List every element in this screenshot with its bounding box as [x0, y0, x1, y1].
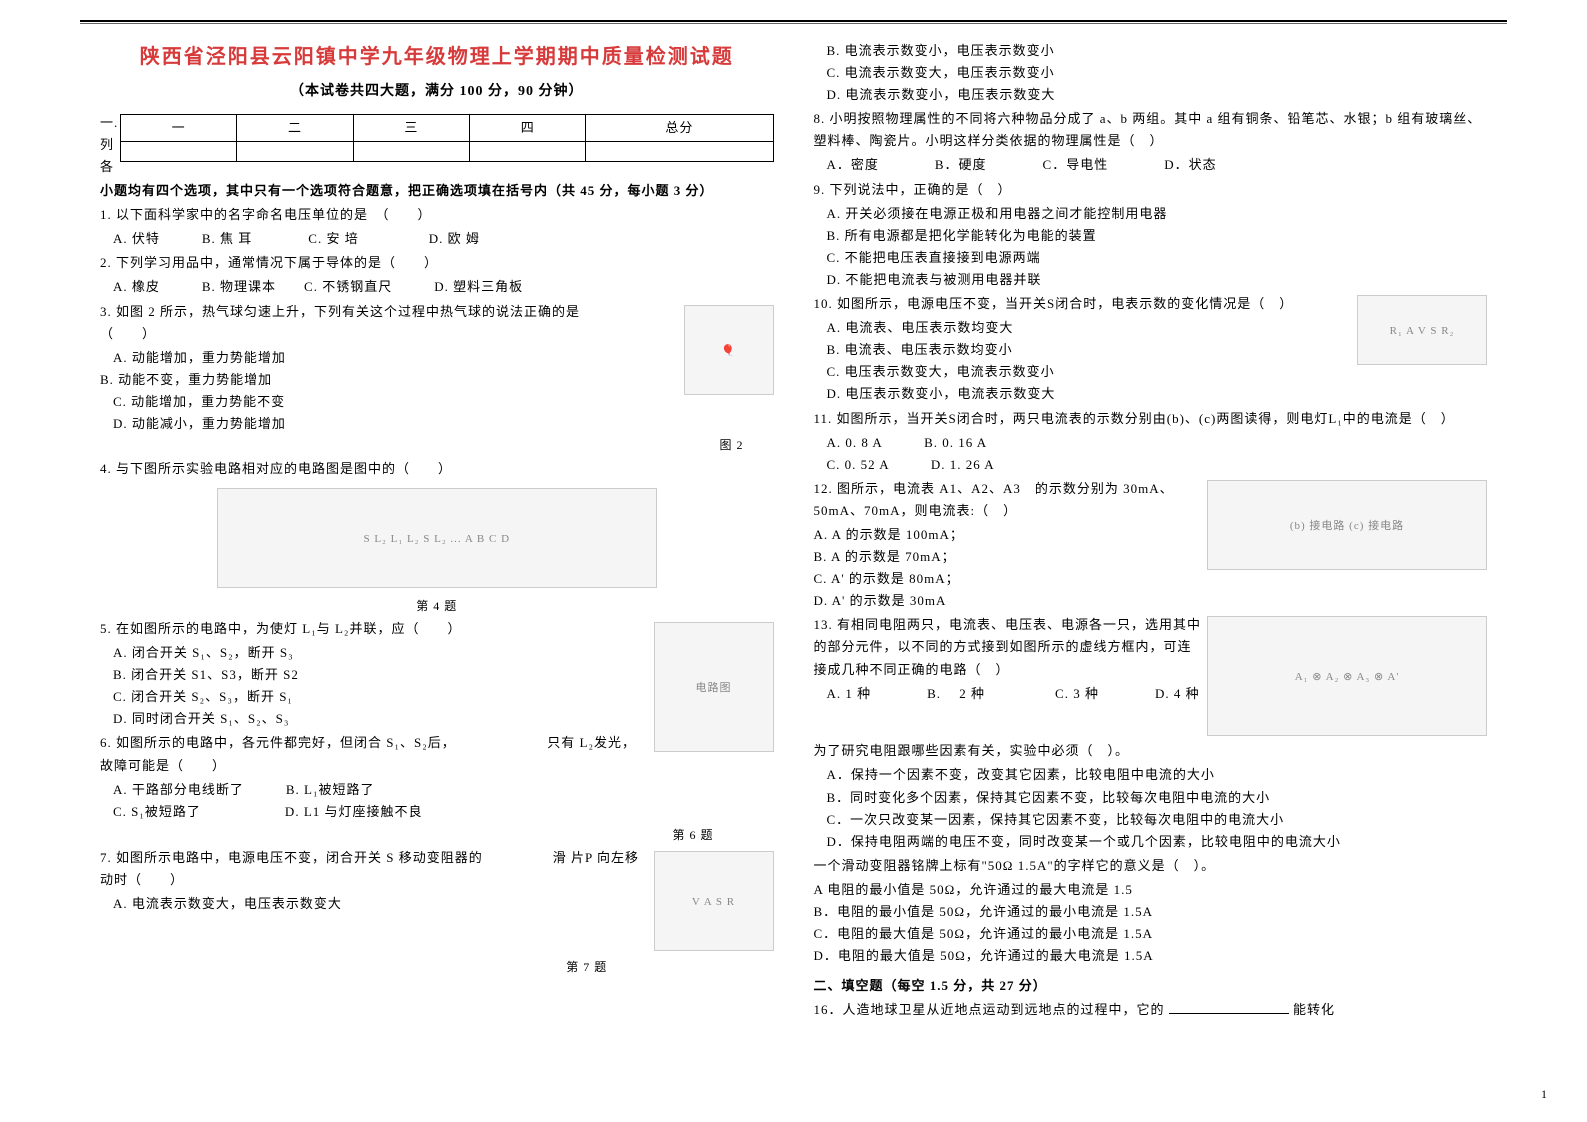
figure-5-6-circuit: 电路图 [654, 622, 774, 752]
q7-c: C. 电流表示数变大，电压表示数变小 [827, 62, 1488, 84]
q11-text: 11. 如图所示，当开关S闭合时，两只电流表的示数分别由(b)、(c)两图读得，… [814, 408, 1488, 430]
q10-block: R₁ A V S R₂ 10. 如图所示，电源电压不变，当开关S闭合时，电表示数… [814, 293, 1488, 405]
q14-a: A．保持一个因素不变，改变其它因素，比较电阻中电流的大小 [827, 764, 1488, 786]
q7-b: B. 电流表示数变小，电压表示数变小 [827, 40, 1488, 62]
q7-block: V A S R 7. 如图所示电路中，电源电压不变，闭合开关 S 移动变阻器的 … [100, 847, 774, 955]
score-v1 [121, 141, 237, 161]
q15-a: A 电阻的最小值是 50Ω，允许通过的最大电流是 1.5 [814, 879, 1488, 901]
section1-heading: 小题均有四个选项，其中只有一个选项符合题意，把正确选项填在括号内（共 45 分，… [100, 180, 774, 202]
q15-text: 一个滑动变阻器铭牌上标有"50Ω 1.5A"的字样它的意义是（ ）。 [814, 855, 1488, 877]
q4-text: 4. 与下图所示实验电路相对应的电路图是图中的（ ） [100, 458, 774, 480]
q9-d: D. 不能把电流表与被测用电器并联 [827, 269, 1488, 291]
fig2-label: 图 2 [100, 435, 774, 455]
figure-4-circuits: S L₂ L₁ L₂ S L₂ ... A B C D [217, 488, 657, 588]
score-h2: 二 [237, 114, 353, 141]
q8-text: 8. 小明按照物理属性的不同将六种物品分成了 a、b 两组。其中 a 组有铜条、… [814, 108, 1488, 152]
q9-a: A. 开关必须接在电源正极和用电器之间才能控制用电器 [827, 203, 1488, 225]
q12-d: D. A' 的示数是 30mA [814, 590, 1488, 612]
q9-text: 9. 下列说法中，正确的是（ ） [814, 179, 1488, 201]
score-h1: 一 [121, 114, 237, 141]
q12-block: (b) 接电路 (c) 接电路 12. 图所示，电流表 A1、A2、A3 的示数… [814, 478, 1488, 613]
q3-d: D. 动能减小，重力势能增加 [113, 413, 774, 435]
q15-d: D．电阻的最大值是 50Ω，允许通过的最大电流是 1.5A [814, 945, 1488, 967]
score-value-row [121, 141, 774, 161]
figure-13-box: A₁ ⊗ A₂ ⊗ A₃ ⊗ A' [1207, 616, 1487, 736]
figure-12-ammeters: (b) 接电路 (c) 接电路 [1207, 480, 1487, 570]
q16-pre: 16．人造地球卫星从近地点运动到远地点的过程中，它的 [814, 1002, 1165, 1017]
q5-q6-block: 电路图 5. 在如图所示的电路中，为使灯 L₁与 L₂并联，应（ ） A. 闭合… [100, 618, 774, 845]
side-l0: 列 [100, 137, 114, 152]
q1-text: 1. 以下面科学家中的名字命名电压单位的是 （ ） [100, 204, 774, 226]
one-dot: 一. [100, 115, 118, 130]
page-body: 陕西省泾阳县云阳镇中学九年级物理上学期期中质量检测试题 （本试卷共四大题，满分 … [80, 40, 1507, 1082]
q15-c: C．电阻的最大值是 50Ω，允许通过的最小电流是 1.5A [814, 923, 1488, 945]
score-header-row: 一 二 三 四 总分 [121, 114, 774, 141]
score-h4: 四 [470, 114, 586, 141]
figure-10-circuit: R₁ A V S R₂ [1357, 295, 1487, 365]
q8-opts: A．密度 B．硬度 C．导电性 D．状态 [827, 154, 1488, 176]
q14-text: 为了研究电阻跟哪些因素有关，实验中必须（ ）。 [814, 740, 1488, 762]
q3-b: B. 动能不变，重力势能增加 [100, 369, 774, 391]
figure-7-circuit: V A S R [654, 851, 774, 951]
q12-c: C. A' 的示数是 80mA； [814, 568, 1488, 590]
q13-block: A₁ ⊗ A₂ ⊗ A₃ ⊗ A' 13. 有相同电阻两只，电流表、电压表、电源… [814, 614, 1488, 738]
q11-opts2: C. 0. 52 A D. 1. 26 A [827, 454, 1488, 476]
exam-subtitle: （本试卷共四大题，满分 100 分，90 分钟） [100, 80, 774, 104]
q2-opts: A. 橡皮 B. 物理课本 C. 不锈钢直尺 D. 塑料三角板 [113, 276, 774, 298]
q10-d: D. 电压表示数变小，电流表示数变大 [827, 383, 1488, 405]
side-label: 一. 列 各 [100, 110, 120, 178]
q9-b: B. 所有电源都是把化学能转化为电能的装置 [827, 225, 1488, 247]
q11-opts1: A. 0. 8 A B. 0. 16 A [827, 432, 1488, 454]
q6-b: C. S₁被短路了 D. L1 与灯座接触不良 [113, 801, 774, 823]
score-v4 [470, 141, 586, 161]
score-h5: 总分 [586, 114, 773, 141]
q1-opts: A. 伏特 B. 焦 耳 C. 安 培 D. 欧 姆 [113, 228, 774, 250]
fig4-caption: 第 4 题 [100, 596, 774, 616]
q14-d: D．保持电阻两端的电压不变，同时改变某一个或几个因素，比较电阻中的电流大小 [827, 831, 1488, 853]
score-table: 一 二 三 四 总分 [120, 114, 774, 162]
score-v2 [237, 141, 353, 161]
column-left: 陕西省泾阳县云阳镇中学九年级物理上学期期中质量检测试题 （本试卷共四大题，满分 … [100, 40, 774, 1023]
column-right: B. 电流表示数变小，电压表示数变小 C. 电流表示数变大，电压表示数变小 D.… [814, 40, 1488, 1023]
top-double-rule [80, 20, 1507, 24]
q15-b: B．电阻的最小值是 50Ω，允许通过的最小电流是 1.5A [814, 901, 1488, 923]
fig6-caption: 第 6 题 [100, 825, 774, 845]
section-label-row: 一. 列 各 一 二 三 四 总分 [100, 110, 774, 178]
q6-a: A. 干路部分电线断了 B. L₁被短路了 [113, 779, 774, 801]
q3-text: 3. 如图 2 所示，热气球匀速上升，下列有关这个过程中热气球的说法正确的是 （… [100, 301, 774, 345]
q3-c: C. 动能增加，重力势能不变 [113, 391, 774, 413]
q16-post: 能转化 [1293, 1002, 1335, 1017]
q3-block: 🎈 3. 如图 2 所示，热气球匀速上升，下列有关这个过程中热气球的说法正确的是… [100, 301, 774, 456]
q16-line: 16．人造地球卫星从近地点运动到远地点的过程中，它的 能转化 [814, 999, 1488, 1021]
side-l1: 各 [100, 159, 114, 174]
score-h3: 三 [353, 114, 469, 141]
q14-c: C．一次只改变某一因素，保持其它因素不变，比较每次电阻中的电流大小 [827, 809, 1488, 831]
page-number: 1 [1541, 1087, 1547, 1102]
q7-d: D. 电流表示数变小，电压表示数变大 [827, 84, 1488, 106]
q9-c: C. 不能把电压表直接接到电源两端 [827, 247, 1488, 269]
score-v5 [586, 141, 773, 161]
q2-text: 2. 下列学习用品中，通常情况下属于导体的是（ ） [100, 252, 774, 274]
exam-title: 陕西省泾阳县云阳镇中学九年级物理上学期期中质量检测试题 [100, 40, 774, 74]
fig7-caption: 第 7 题 [400, 957, 774, 977]
q3-a: A. 动能增加，重力势能增加 [113, 347, 774, 369]
section2-heading: 二、填空题（每空 1.5 分，共 27 分） [814, 975, 1488, 997]
score-v3 [353, 141, 469, 161]
q16-blank [1169, 1000, 1289, 1014]
q14-b: B．同时变化多个因素，保持其它因素不变，比较每次电阻中电流的大小 [827, 787, 1488, 809]
